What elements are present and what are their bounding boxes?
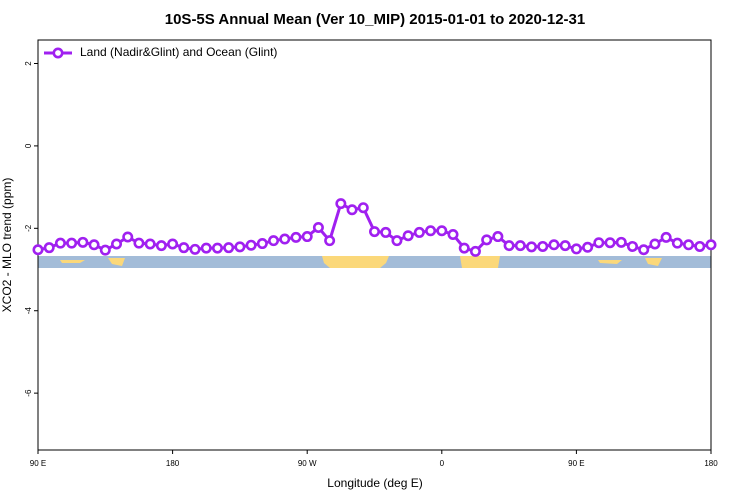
point (245, 239, 257, 251)
point (88, 239, 100, 251)
point (268, 235, 280, 247)
point (380, 226, 392, 238)
point (570, 243, 582, 255)
land-strip (60, 260, 85, 263)
point (200, 242, 212, 254)
land-strip (598, 260, 622, 264)
point (469, 245, 481, 257)
x-tick-label: 90 E (30, 459, 46, 468)
y-tick-label: -4 (24, 307, 33, 315)
point (77, 236, 89, 248)
point (671, 237, 683, 249)
point (312, 221, 324, 233)
point (694, 240, 706, 252)
point (391, 235, 403, 247)
point (368, 226, 380, 238)
point (559, 240, 571, 252)
point (436, 225, 448, 237)
point (324, 235, 336, 247)
point (402, 230, 414, 242)
point (290, 231, 302, 243)
y-tick-label: -2 (24, 224, 33, 232)
point (66, 237, 78, 249)
point (167, 238, 179, 250)
y-tick-label: 0 (24, 143, 33, 148)
point (234, 241, 246, 253)
x-tick-label: 180 (166, 459, 180, 468)
point (346, 204, 358, 216)
point (548, 239, 560, 251)
point (111, 238, 123, 250)
land-strip (108, 258, 125, 266)
point (458, 242, 470, 254)
y-tick-label: -6 (24, 389, 33, 397)
point (32, 244, 44, 256)
point (626, 240, 638, 252)
point (526, 241, 538, 253)
point (615, 236, 627, 248)
y-axis-label: XCO2 - MLO trend (ppm) (0, 178, 14, 313)
point (357, 202, 369, 214)
point (301, 231, 313, 243)
chart-title: 10S-5S Annual Mean (Ver 10_MIP) 2015-01-… (165, 11, 585, 28)
y-tick-label: 2 (24, 61, 33, 66)
point (335, 198, 347, 210)
land-strip (645, 258, 662, 266)
legend-label: Land (Nadir&Glint) and Ocean (Glint) (80, 45, 277, 59)
point (683, 239, 695, 251)
point (593, 237, 605, 249)
x-tick-label: 90 W (298, 459, 317, 468)
point (481, 234, 493, 246)
point (211, 242, 223, 254)
point (660, 231, 672, 243)
land-strip (460, 256, 500, 268)
x-axis-label: Longitude (deg E) (327, 476, 422, 490)
point (144, 238, 156, 250)
point (178, 242, 190, 254)
point (425, 225, 437, 237)
point (503, 240, 515, 252)
point (133, 237, 145, 249)
point (189, 243, 201, 255)
point (155, 240, 167, 252)
point (447, 228, 459, 240)
point (279, 233, 291, 245)
point (582, 241, 594, 253)
point (43, 242, 55, 254)
point (705, 239, 717, 251)
point (492, 231, 504, 243)
map-strip (38, 256, 711, 268)
point (54, 237, 66, 249)
legend-marker (52, 47, 64, 59)
x-tick-label: 0 (440, 459, 445, 468)
point (638, 244, 650, 256)
point (604, 237, 616, 249)
point (122, 231, 134, 243)
x-tick-label: 180 (704, 459, 718, 468)
point (99, 244, 111, 256)
land-strip (322, 256, 389, 268)
point (537, 240, 549, 252)
x-tick-label: 90 E (568, 459, 584, 468)
point (649, 238, 661, 250)
point (256, 238, 268, 250)
point (223, 242, 235, 254)
point (514, 240, 526, 252)
point (413, 226, 425, 238)
